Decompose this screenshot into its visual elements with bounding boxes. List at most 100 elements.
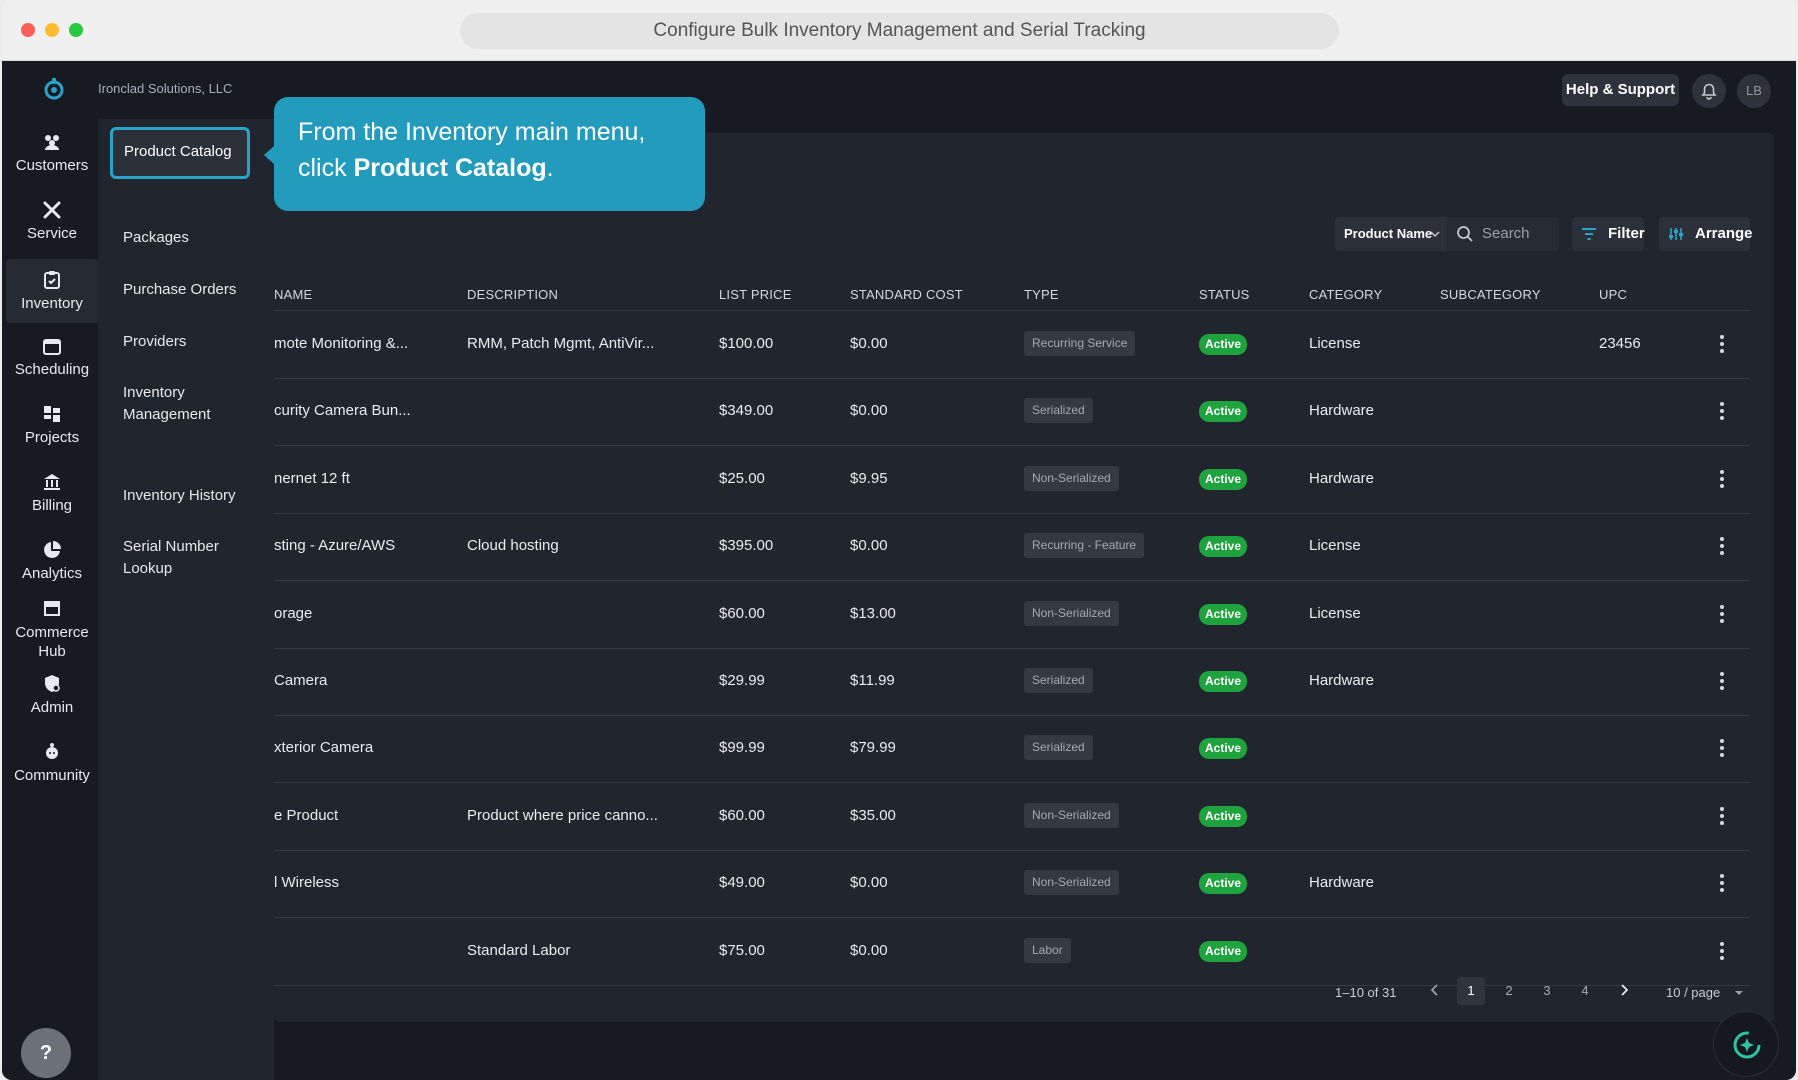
status-badge: Active — [1199, 738, 1248, 760]
header-status[interactable]: STATUS — [1199, 287, 1250, 302]
cell-standard-cost: $79.99 — [850, 739, 896, 757]
nav-projects[interactable]: Projects — [6, 397, 98, 457]
header-type[interactable]: TYPE — [1024, 287, 1059, 302]
cell-name[interactable]: sting - Azure/AWS — [274, 537, 396, 555]
minimize-window-button[interactable] — [45, 23, 59, 37]
table-row[interactable]: curity Camera Bun... $349.00 $0.00 Hardware… — [274, 379, 1750, 447]
cell-name[interactable]: e Product — [274, 806, 339, 824]
header-name[interactable]: NAME — [274, 287, 313, 302]
nav-community[interactable]: Community — [6, 735, 98, 795]
header-subcategory[interactable]: SUBCATEGORY — [1440, 287, 1541, 302]
cell-name[interactable]: xterior Camera — [274, 739, 374, 757]
window-title[interactable]: Configure Bulk Inventory Management and … — [460, 13, 1339, 49]
submenu-serial-number-lookup[interactable]: Serial Number Lookup — [123, 538, 219, 577]
service-icon — [43, 201, 61, 219]
tutorial-callout: From the Inventory main menu, click Prod… — [274, 97, 705, 211]
cell-name[interactable]: curity Camera Bun... — [274, 402, 411, 420]
cell-upc: 23456 — [1599, 335, 1641, 352]
app-logo-icon[interactable] — [40, 75, 68, 103]
cell-name[interactable]: nernet 12 ft — [274, 469, 350, 487]
row-actions-kebab-icon[interactable] — [1712, 874, 1732, 894]
cell-name[interactable]: mote Monitoring &... — [274, 335, 409, 352]
close-window-button[interactable] — [21, 23, 35, 37]
submenu-packages[interactable]: Packages — [123, 229, 189, 246]
nav-label: Customers — [15, 157, 89, 174]
nav-commerce-hub[interactable]: Commerce Hub — [6, 593, 98, 663]
help-support-button[interactable]: Help & Support — [1562, 74, 1679, 106]
cell-name[interactable]: orage — [274, 604, 313, 622]
row-actions-kebab-icon[interactable] — [1712, 941, 1732, 962]
header-list-price[interactable]: LIST PRICE — [719, 287, 792, 302]
nav-billing[interactable]: Billing — [6, 465, 98, 525]
table-row[interactable]: mote Monitoring &... RMM, Patch Mgmt, Ant… — [274, 312, 1750, 379]
header-upc[interactable]: UPC — [1599, 287, 1628, 302]
submenu-product-catalog[interactable]: Product Catalog — [110, 127, 250, 179]
table-row[interactable]: Camera $29.99 $11.99 Hardware Serialized Acti… — [274, 649, 1750, 716]
row-actions-kebab-icon[interactable] — [1712, 469, 1732, 490]
nav-label: Projects — [24, 429, 80, 446]
assistant-sparkle-icon — [1733, 1031, 1761, 1059]
cell-description: Product where price canno... — [467, 806, 658, 824]
table-row[interactable]: sting - Azure/AWS Cloud hosting $395.00 $0.… — [274, 514, 1750, 582]
arrange-label: Arrange — [1695, 225, 1753, 242]
app-root: Ironclad Solutions, LLC Help & Support L… — [2, 61, 1796, 1080]
row-actions-kebab-icon[interactable] — [1712, 672, 1732, 692]
nav-service[interactable]: Service — [6, 193, 98, 253]
nav-scheduling[interactable]: Scheduling — [6, 329, 98, 389]
nav-inventory[interactable]: Inventory — [6, 259, 98, 323]
row-actions-kebab-icon[interactable] — [1712, 537, 1732, 557]
table-row[interactable]: l Wireless $49.00 $0.00 Hardware Non-Seriali… — [274, 851, 1750, 919]
page-size-select[interactable]: 10 / page — [1666, 985, 1744, 1000]
page-4-button[interactable]: 4 — [1581, 983, 1589, 998]
prev-page-button[interactable] — [1429, 983, 1441, 1000]
nav-admin[interactable]: Admin — [6, 667, 98, 727]
cell-description: Standard Labor — [467, 941, 571, 959]
row-actions-kebab-icon[interactable] — [1712, 806, 1732, 827]
header-description[interactable]: DESCRIPTION — [467, 287, 559, 302]
row-actions-kebab-icon[interactable] — [1712, 604, 1732, 625]
nav-analytics[interactable]: Analytics — [6, 533, 98, 593]
page-3-button[interactable]: 3 — [1543, 983, 1551, 998]
row-actions-kebab-icon[interactable] — [1712, 335, 1732, 355]
cell-name[interactable]: l Wireless — [274, 874, 340, 892]
arrange-button[interactable]: Arrange — [1659, 217, 1753, 251]
page-2-button[interactable]: 2 — [1505, 983, 1513, 998]
cell-standard-cost: $9.95 — [850, 469, 888, 487]
ai-assistant-button[interactable] — [1713, 1011, 1779, 1077]
cell-standard-cost: $35.00 — [850, 806, 896, 824]
row-actions-kebab-icon[interactable] — [1712, 402, 1732, 422]
bell-icon — [1701, 83, 1717, 100]
calendar-icon — [43, 339, 61, 355]
help-fab-button[interactable]: ? — [21, 1028, 71, 1078]
nav-label: Inventory — [21, 295, 83, 312]
search-field-select[interactable]: Product Name — [1335, 217, 1447, 251]
nav-customers[interactable]: Customers — [6, 125, 98, 185]
cell-name[interactable]: Camera — [274, 672, 328, 689]
table-row[interactable]: xterior Camera $99.99 $79.99 Serialized Acti… — [274, 716, 1750, 784]
filter-button[interactable]: Filter — [1572, 217, 1645, 251]
table-row[interactable]: e Product Product where price canno... $60… — [274, 784, 1750, 851]
submenu-inventory-history[interactable]: Inventory History — [123, 487, 236, 504]
callout-text: From the Inventory main menu, click — [298, 118, 646, 182]
next-page-button[interactable] — [1618, 983, 1630, 1000]
cell-standard-cost: $11.99 — [850, 672, 895, 689]
header-standard-cost[interactable]: STANDARD COST — [850, 287, 963, 302]
submenu-providers[interactable]: Providers — [123, 333, 187, 350]
notifications-button[interactable] — [1692, 74, 1726, 108]
cell-category: Hardware — [1309, 672, 1375, 689]
maximize-window-button[interactable] — [69, 23, 83, 37]
table-row[interactable]: nernet 12 ft $25.00 $9.95 Hardware Non-Seria… — [274, 447, 1750, 514]
type-tag: Non-Serialized — [1024, 600, 1119, 626]
table-row[interactable]: Standard Labor $75.00 $0.00 Labor Active — [274, 919, 1750, 986]
submenu-inventory-management[interactable]: Inventory Management — [123, 384, 211, 423]
table-row[interactable]: orage $60.00 $13.00 License Non-Serialized Ac… — [274, 582, 1750, 649]
user-avatar[interactable]: LB — [1737, 74, 1771, 108]
status-badge: Active — [1199, 468, 1248, 490]
search-input[interactable]: Search — [1447, 217, 1559, 251]
page-1-button[interactable]: 1 — [1457, 977, 1485, 1005]
header-category[interactable]: CATEGORY — [1309, 287, 1383, 302]
submenu-purchase-orders[interactable]: Purchase Orders — [123, 281, 237, 298]
row-actions-kebab-icon[interactable] — [1712, 739, 1732, 759]
status-badge: Active — [1199, 334, 1248, 355]
